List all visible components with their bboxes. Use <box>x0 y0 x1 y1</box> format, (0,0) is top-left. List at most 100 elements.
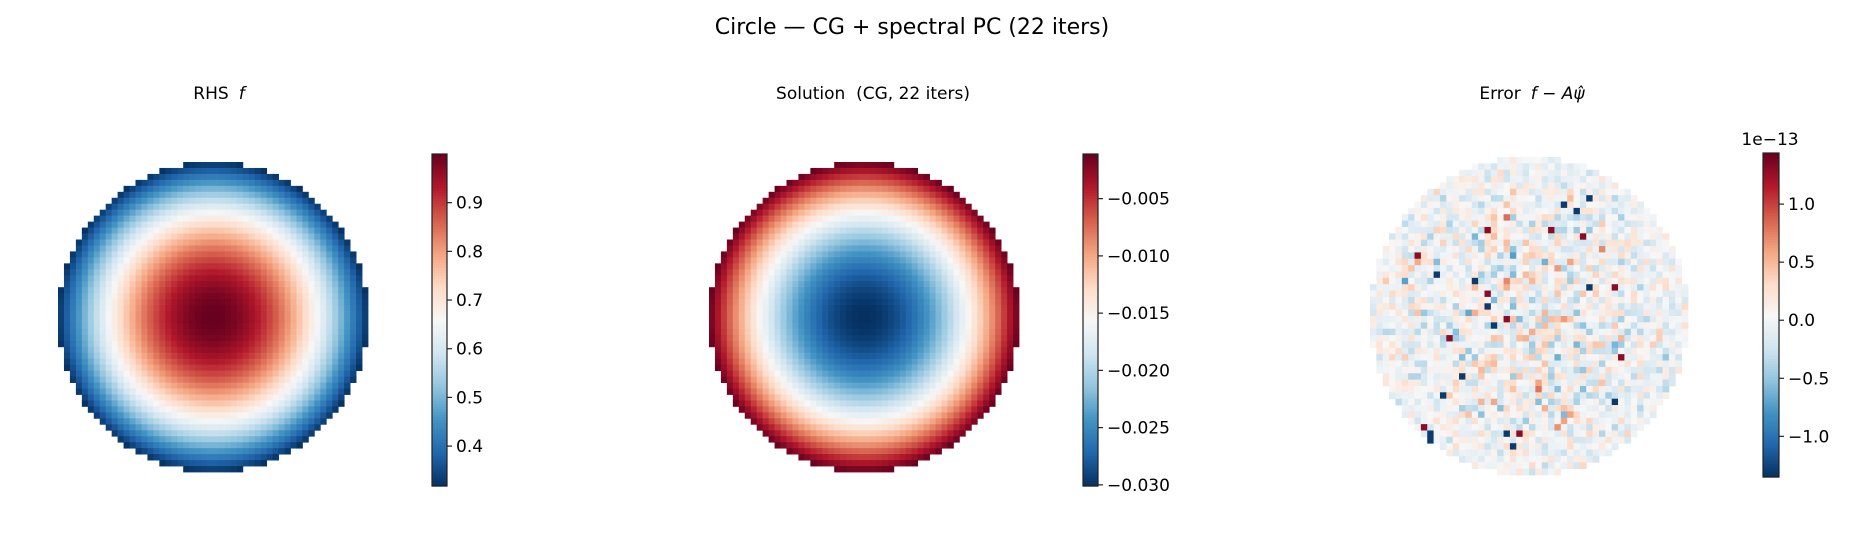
heatmap-cell <box>1465 239 1473 247</box>
heatmap-cell <box>744 269 752 276</box>
heatmap-cell <box>1643 233 1651 241</box>
heatmap-cell <box>780 209 787 217</box>
heatmap-cell <box>750 370 758 378</box>
heatmap-cell <box>201 293 208 300</box>
heatmap-cell <box>326 388 333 395</box>
heatmap-cell <box>1439 188 1447 196</box>
heatmap-cell <box>266 179 274 187</box>
heatmap-cell <box>756 394 764 401</box>
heatmap-cell <box>720 376 728 383</box>
heatmap-cell <box>709 317 716 324</box>
heatmap-cell <box>159 275 166 282</box>
heatmap-cell <box>218 394 226 401</box>
heatmap-cell <box>1490 176 1498 183</box>
heatmap-cell <box>869 269 877 276</box>
heatmap-cell <box>1465 277 1473 285</box>
heatmap-cell <box>141 209 148 217</box>
heatmap-cell <box>756 245 764 252</box>
heatmap-cell <box>260 311 268 318</box>
heatmap-cell <box>858 299 865 306</box>
heatmap-cell <box>923 209 930 217</box>
heatmap-cell <box>278 364 285 372</box>
heatmap-cell <box>1459 258 1466 266</box>
heatmap-cell <box>87 305 95 312</box>
heatmap-cell <box>356 334 363 342</box>
heatmap-cell <box>171 406 178 413</box>
heatmap-cell <box>201 269 208 276</box>
heatmap-cell <box>1516 239 1524 247</box>
heatmap-cell <box>1484 258 1492 266</box>
heatmap-cell <box>278 227 285 234</box>
heatmap-cell <box>207 388 214 395</box>
heatmap-cell <box>864 364 871 372</box>
heatmap-cell <box>153 448 160 455</box>
heatmap-cell <box>965 424 972 431</box>
heatmap-cell <box>165 340 172 348</box>
heatmap-cell <box>935 191 942 199</box>
heatmap-cell <box>858 430 865 437</box>
heatmap-cell <box>780 352 787 360</box>
heatmap-cell <box>117 406 124 413</box>
heatmap-cell <box>846 233 853 240</box>
heatmap-cell <box>93 299 101 306</box>
heatmap-cell <box>858 424 865 431</box>
heatmap-cell <box>864 299 871 306</box>
heatmap-cell <box>720 305 728 312</box>
heatmap-cell <box>923 394 930 401</box>
heatmap-cell <box>1503 226 1511 234</box>
heatmap-cell <box>774 370 781 378</box>
heatmap-cell <box>738 370 746 378</box>
heatmap-cell <box>195 251 202 258</box>
heatmap-cell <box>953 328 960 336</box>
heatmap-cell <box>917 269 925 276</box>
heatmap-cell <box>1478 271 1485 279</box>
heatmap-cell <box>1427 265 1434 272</box>
heatmap-cell <box>207 281 214 288</box>
heatmap-cell <box>236 364 244 372</box>
heatmap-cell <box>864 328 871 336</box>
heatmap-solution <box>709 162 1020 473</box>
heatmap-cell <box>1541 207 1549 215</box>
heatmap-cell <box>207 412 214 419</box>
heatmap-cell <box>117 394 124 401</box>
heatmap-cell <box>893 257 901 264</box>
heatmap-cell <box>971 293 978 300</box>
heatmap-cell <box>1675 265 1683 272</box>
heatmap-cell <box>1459 246 1466 253</box>
heatmap-cell <box>774 317 781 324</box>
heatmap-cell <box>1446 207 1454 215</box>
heatmap-cell <box>129 215 136 223</box>
heatmap-cell <box>923 251 930 258</box>
heatmap-cell <box>792 209 799 217</box>
heatmap-cell <box>1579 265 1587 272</box>
heatmap-cell <box>989 346 996 354</box>
heatmap-cell <box>332 340 339 348</box>
heatmap-cell <box>1637 252 1644 260</box>
heatmap-cell <box>1618 246 1625 253</box>
heatmap-cell <box>302 263 309 270</box>
heatmap-cell <box>141 364 148 372</box>
heatmap-cell <box>1446 265 1454 272</box>
heatmap-cell <box>248 436 256 443</box>
heatmap-cell <box>183 281 190 288</box>
heatmap-cell <box>117 340 124 348</box>
heatmap-cell <box>953 346 960 354</box>
heatmap-cell <box>171 233 178 240</box>
heatmap-cell <box>153 442 160 449</box>
heatmap-cell <box>756 340 764 348</box>
heatmap-cell <box>1001 352 1008 360</box>
heatmap-cell <box>816 370 823 378</box>
heatmap-cell <box>875 209 883 217</box>
heatmap-cell <box>732 400 740 407</box>
heatmap-cell <box>864 287 871 294</box>
heatmap-cell <box>87 269 95 276</box>
heatmap-cell <box>207 191 214 199</box>
heatmap-cell <box>183 454 190 461</box>
heatmap-cell <box>224 263 232 270</box>
heatmap-cell <box>272 430 279 437</box>
heatmap-cell <box>236 275 244 282</box>
heatmap-cell <box>272 287 279 294</box>
heatmap-cell <box>147 436 154 443</box>
heatmap-cell <box>792 233 799 240</box>
heatmap-cell <box>320 376 327 383</box>
